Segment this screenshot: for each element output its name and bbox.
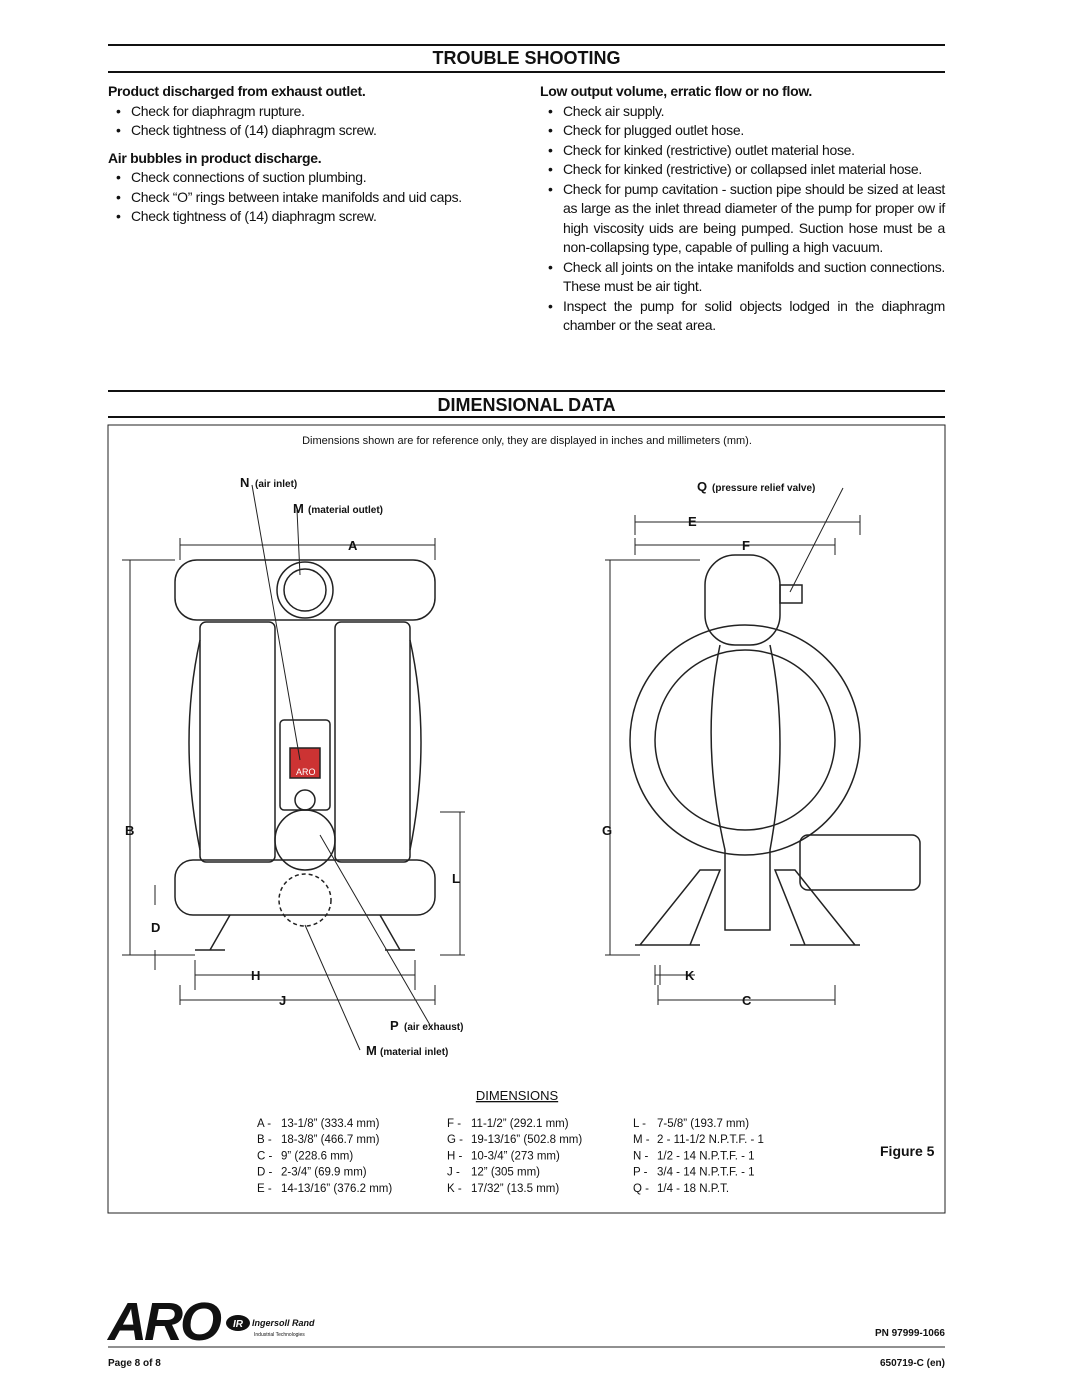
dim-value: 7-5/8” (193.7 mm) bbox=[657, 1118, 749, 1130]
dim-key: N - bbox=[633, 1150, 649, 1162]
bullet-item: Check for kinked (restrictive) outlet ma… bbox=[540, 141, 945, 161]
dim-key: M - bbox=[633, 1134, 650, 1146]
callout-text: (air exhaust) bbox=[404, 1022, 463, 1033]
dim-key: F - bbox=[447, 1118, 461, 1130]
callout-letter: Q bbox=[697, 479, 707, 494]
dim-value: 19-13/16” (502.8 mm) bbox=[471, 1134, 582, 1146]
dim-value: 17/32” (13.5 mm) bbox=[471, 1183, 559, 1195]
bullet-item: Inspect the pump for solid objects lodge… bbox=[540, 297, 945, 336]
dim-value: 1/4 - 18 N.P.T. bbox=[657, 1183, 729, 1195]
rule bbox=[108, 71, 945, 73]
section-heading: Product discharged from exhaust outlet. bbox=[108, 83, 366, 99]
dim-value: 12” (305 mm) bbox=[471, 1167, 540, 1179]
ir-logo: IR bbox=[233, 1319, 244, 1330]
figure-label: Figure 5 bbox=[880, 1143, 935, 1159]
division: Industrial Technologies bbox=[254, 1332, 305, 1338]
dim-letter: G bbox=[602, 823, 612, 838]
dim-key: B - bbox=[257, 1134, 272, 1146]
part-number: PN 97999-1066 bbox=[875, 1328, 945, 1339]
dim-letter: E bbox=[688, 514, 697, 529]
dim-key: E - bbox=[257, 1183, 272, 1195]
section-title: DIMENSIONAL DATA bbox=[437, 395, 616, 415]
dim-key: D - bbox=[257, 1167, 273, 1179]
dim-value: 14-13/16” (376.2 mm) bbox=[281, 1183, 392, 1195]
dim-key: H - bbox=[447, 1150, 463, 1162]
dim-key: G - bbox=[447, 1134, 463, 1146]
callout-text: (material inlet) bbox=[380, 1047, 448, 1058]
dim-letter: C bbox=[742, 993, 752, 1008]
dim-value: 9” (228.6 mm) bbox=[281, 1150, 353, 1162]
dim-letter: J bbox=[279, 993, 286, 1008]
bullet-item: Check air supply. bbox=[540, 102, 945, 122]
dim-value: 11-1/2” (292.1 mm) bbox=[471, 1118, 569, 1130]
dim-key: A - bbox=[257, 1118, 271, 1130]
bullet-item: Check for pump cavitation - suction pipe… bbox=[540, 180, 945, 258]
dim-value: 10-3/4” (273 mm) bbox=[471, 1150, 560, 1162]
right-column: Low output volume, erratic flow or no fl… bbox=[540, 80, 945, 336]
dim-key: C - bbox=[257, 1150, 273, 1162]
dimension-table: A - 13-1/8” (333.4 mm) B - 18-3/8” (466.7 m… bbox=[257, 1118, 764, 1195]
dim-key: K - bbox=[447, 1183, 462, 1195]
dim-letter: A bbox=[348, 538, 358, 553]
badge: ARO bbox=[296, 767, 316, 777]
bullet-item: Check “O” rings between intake manifolds… bbox=[108, 188, 518, 208]
callout-letter: M bbox=[366, 1043, 377, 1058]
callout-letter: P bbox=[390, 1018, 399, 1033]
dim-key: J - bbox=[447, 1167, 460, 1179]
section-heading: Air bubbles in product discharge. bbox=[108, 149, 322, 166]
callout-letter: M bbox=[293, 501, 304, 516]
bullet-item: Check connections of suction plumbing. bbox=[108, 168, 518, 188]
dim-letter: L bbox=[452, 871, 460, 886]
labels: N (air inlet) M (material outlet) Q (pre… bbox=[125, 475, 815, 1058]
doc-number: 650719-C (en) bbox=[880, 1358, 945, 1369]
callout-text: (air inlet) bbox=[255, 479, 297, 490]
dim-letter: H bbox=[251, 968, 260, 983]
dim-key: P - bbox=[633, 1167, 648, 1179]
brand: ARO bbox=[106, 1292, 222, 1352]
callout-text: (material outlet) bbox=[308, 505, 383, 516]
dim-letter: F bbox=[742, 538, 750, 553]
dim-value: 18-3/8” (466.7 mm) bbox=[281, 1134, 380, 1146]
dim-key: Q - bbox=[633, 1183, 649, 1195]
dim-letter: B bbox=[125, 823, 134, 838]
dim-value: 3/4 - 14 N.P.T.F. - 1 bbox=[657, 1167, 755, 1179]
note: Dimensions shown are for reference only,… bbox=[302, 435, 752, 447]
pump-front-view bbox=[122, 484, 465, 1051]
dim-value: 2-3/4” (69.9 mm) bbox=[281, 1167, 367, 1179]
bullet-item: Check for kinked (restrictive) or collap… bbox=[540, 160, 945, 180]
bullet-item: Check tightness of (14) diaphragm screw. bbox=[108, 207, 518, 227]
callout-letter: N bbox=[240, 475, 249, 490]
bullet-item: Check all joints on the intake manifolds… bbox=[540, 258, 945, 297]
left-column: Product discharged from exhaust outlet. C… bbox=[108, 80, 518, 227]
pump-side-view bbox=[605, 487, 921, 1005]
bullet-item: Check for plugged outlet hose. bbox=[540, 121, 945, 141]
bullet-item: Check for diaphragm rupture. bbox=[108, 102, 518, 122]
dim-value: 1/2 - 14 N.P.T.F. - 1 bbox=[657, 1150, 755, 1162]
rule bbox=[108, 390, 945, 392]
table-heading: DIMENSIONS bbox=[476, 1088, 559, 1103]
dim-value: 2 - 11-1/2 N.P.T.F. - 1 bbox=[657, 1134, 764, 1146]
callout-text: (pressure relief valve) bbox=[712, 483, 815, 494]
rule bbox=[108, 44, 945, 46]
dim-letter: D bbox=[151, 920, 160, 935]
company: Ingersoll Rand bbox=[252, 1318, 315, 1328]
section-heading: Low output volume, erratic flow or no fl… bbox=[540, 83, 813, 99]
bullet-item: Check tightness of (14) diaphragm screw. bbox=[108, 121, 518, 141]
figure-frame bbox=[107, 424, 946, 1214]
page-number: Page 8 of 8 bbox=[108, 1358, 161, 1369]
rule bbox=[108, 416, 945, 418]
dim-value: 13-1/8” (333.4 mm) bbox=[281, 1118, 380, 1130]
dim-letter: K bbox=[685, 968, 695, 983]
dim-key: L - bbox=[633, 1118, 646, 1130]
section-title: TROUBLE SHOOTING bbox=[432, 48, 621, 68]
